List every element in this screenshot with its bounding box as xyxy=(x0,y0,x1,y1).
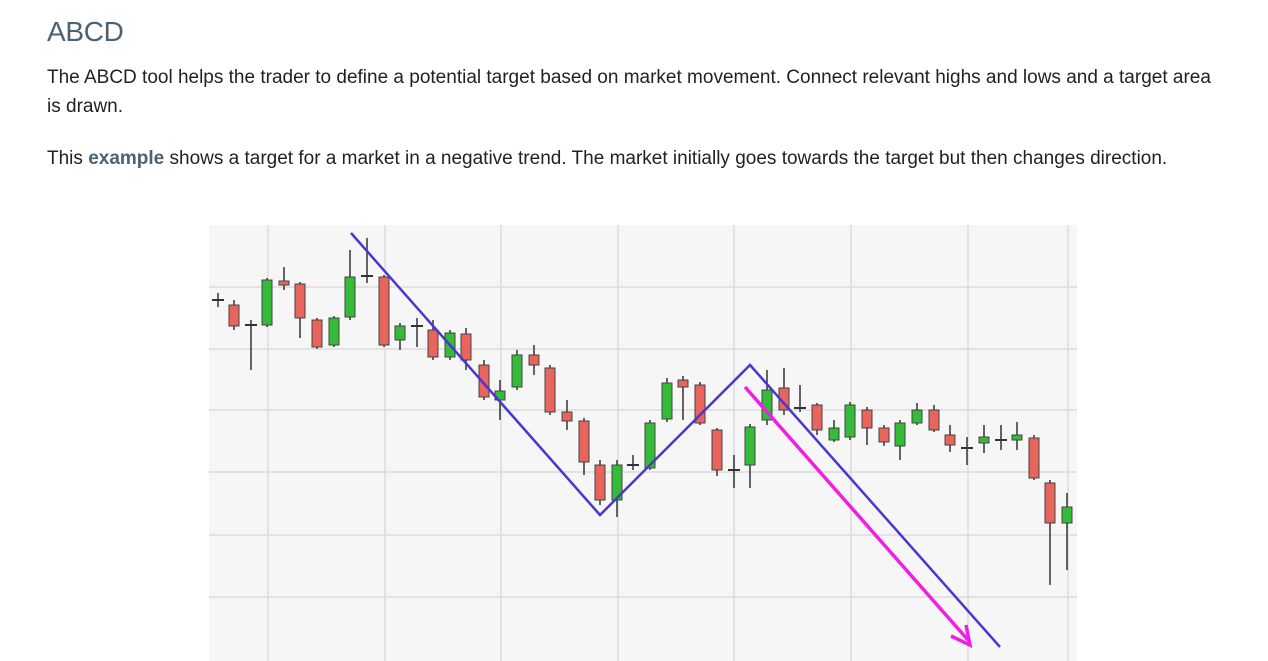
candle-body xyxy=(378,276,390,346)
candle xyxy=(728,455,740,488)
candle-body xyxy=(528,354,540,366)
candle xyxy=(528,345,540,375)
candle xyxy=(361,238,373,283)
candle-body xyxy=(944,434,956,446)
candle xyxy=(1028,435,1040,480)
candle-body xyxy=(478,364,490,398)
arrow-head xyxy=(950,624,973,649)
candle-body xyxy=(894,422,906,447)
candle-body xyxy=(261,279,273,326)
link[interactable]: example xyxy=(88,148,165,169)
candle-body xyxy=(928,409,940,431)
candle xyxy=(394,323,406,350)
candle xyxy=(1061,493,1073,570)
candle xyxy=(944,425,956,452)
candle xyxy=(677,376,689,420)
candle-body xyxy=(711,429,723,471)
candle xyxy=(478,360,490,400)
candle xyxy=(995,425,1007,450)
candle-body xyxy=(694,384,706,424)
candle-body xyxy=(394,325,406,341)
candle-body xyxy=(1044,482,1056,524)
candle-body xyxy=(294,283,306,319)
candle xyxy=(344,250,356,320)
candle-body xyxy=(544,367,556,413)
candle-body xyxy=(1011,434,1023,441)
chart-image xyxy=(209,225,1077,661)
candle-body xyxy=(844,404,856,438)
title: ABCD xyxy=(47,16,124,47)
candle xyxy=(594,460,606,505)
candle-body xyxy=(278,280,290,286)
candle-body xyxy=(861,409,873,429)
candle-body xyxy=(1028,437,1040,479)
paragraph: This example shows a target for a market… xyxy=(47,144,1222,173)
candle xyxy=(644,420,656,470)
text: shows a target for a market in a negativ… xyxy=(169,148,1168,169)
candle xyxy=(228,300,240,330)
candle xyxy=(378,275,390,347)
candle-body xyxy=(594,464,606,501)
paragraph: The ABCD tool helps the trader to define… xyxy=(47,67,1211,117)
candle xyxy=(894,420,906,460)
candle xyxy=(961,437,973,465)
candle xyxy=(811,403,823,435)
candle-body xyxy=(427,329,439,358)
candle xyxy=(294,282,306,338)
candle xyxy=(511,350,523,390)
candle xyxy=(611,460,623,517)
candle-body xyxy=(644,422,656,469)
text: This xyxy=(47,148,83,169)
candle xyxy=(928,405,940,432)
abcd-line xyxy=(350,232,1001,648)
candle xyxy=(561,400,573,430)
candle-body xyxy=(328,317,340,346)
candle-body xyxy=(611,464,623,501)
candle xyxy=(411,318,423,347)
candle-body xyxy=(460,333,472,361)
candle xyxy=(861,407,873,445)
candle xyxy=(627,455,639,470)
candle xyxy=(544,365,556,415)
candle-body xyxy=(744,426,756,466)
candle-body xyxy=(911,409,923,424)
candle xyxy=(911,403,923,425)
candle-body xyxy=(511,354,523,388)
candle xyxy=(328,316,340,347)
candles xyxy=(212,238,1073,585)
candle-body xyxy=(661,382,673,420)
candle xyxy=(828,420,840,442)
candle xyxy=(578,418,590,475)
candle xyxy=(278,267,290,290)
candle-body xyxy=(228,304,240,327)
candle-body xyxy=(561,411,573,422)
candle xyxy=(1011,422,1023,450)
candle xyxy=(878,425,890,446)
candle xyxy=(794,385,806,412)
candle xyxy=(1044,480,1056,585)
candle-body xyxy=(578,420,590,463)
target-arrow xyxy=(743,385,970,642)
candle xyxy=(261,278,273,327)
candle xyxy=(844,402,856,440)
candle-body xyxy=(978,436,990,444)
candle-body xyxy=(828,427,840,441)
candle xyxy=(978,425,990,453)
candle-body xyxy=(1061,506,1073,524)
candle-body xyxy=(878,427,890,443)
candle xyxy=(744,424,756,488)
candle-body xyxy=(811,404,823,431)
candle xyxy=(245,320,257,370)
candle xyxy=(711,428,723,476)
candle-body xyxy=(311,319,323,348)
candle xyxy=(212,293,224,307)
candle-body xyxy=(344,276,356,318)
candle xyxy=(694,382,706,425)
candle xyxy=(661,378,673,422)
candle-body xyxy=(677,379,689,388)
candle xyxy=(311,318,323,349)
